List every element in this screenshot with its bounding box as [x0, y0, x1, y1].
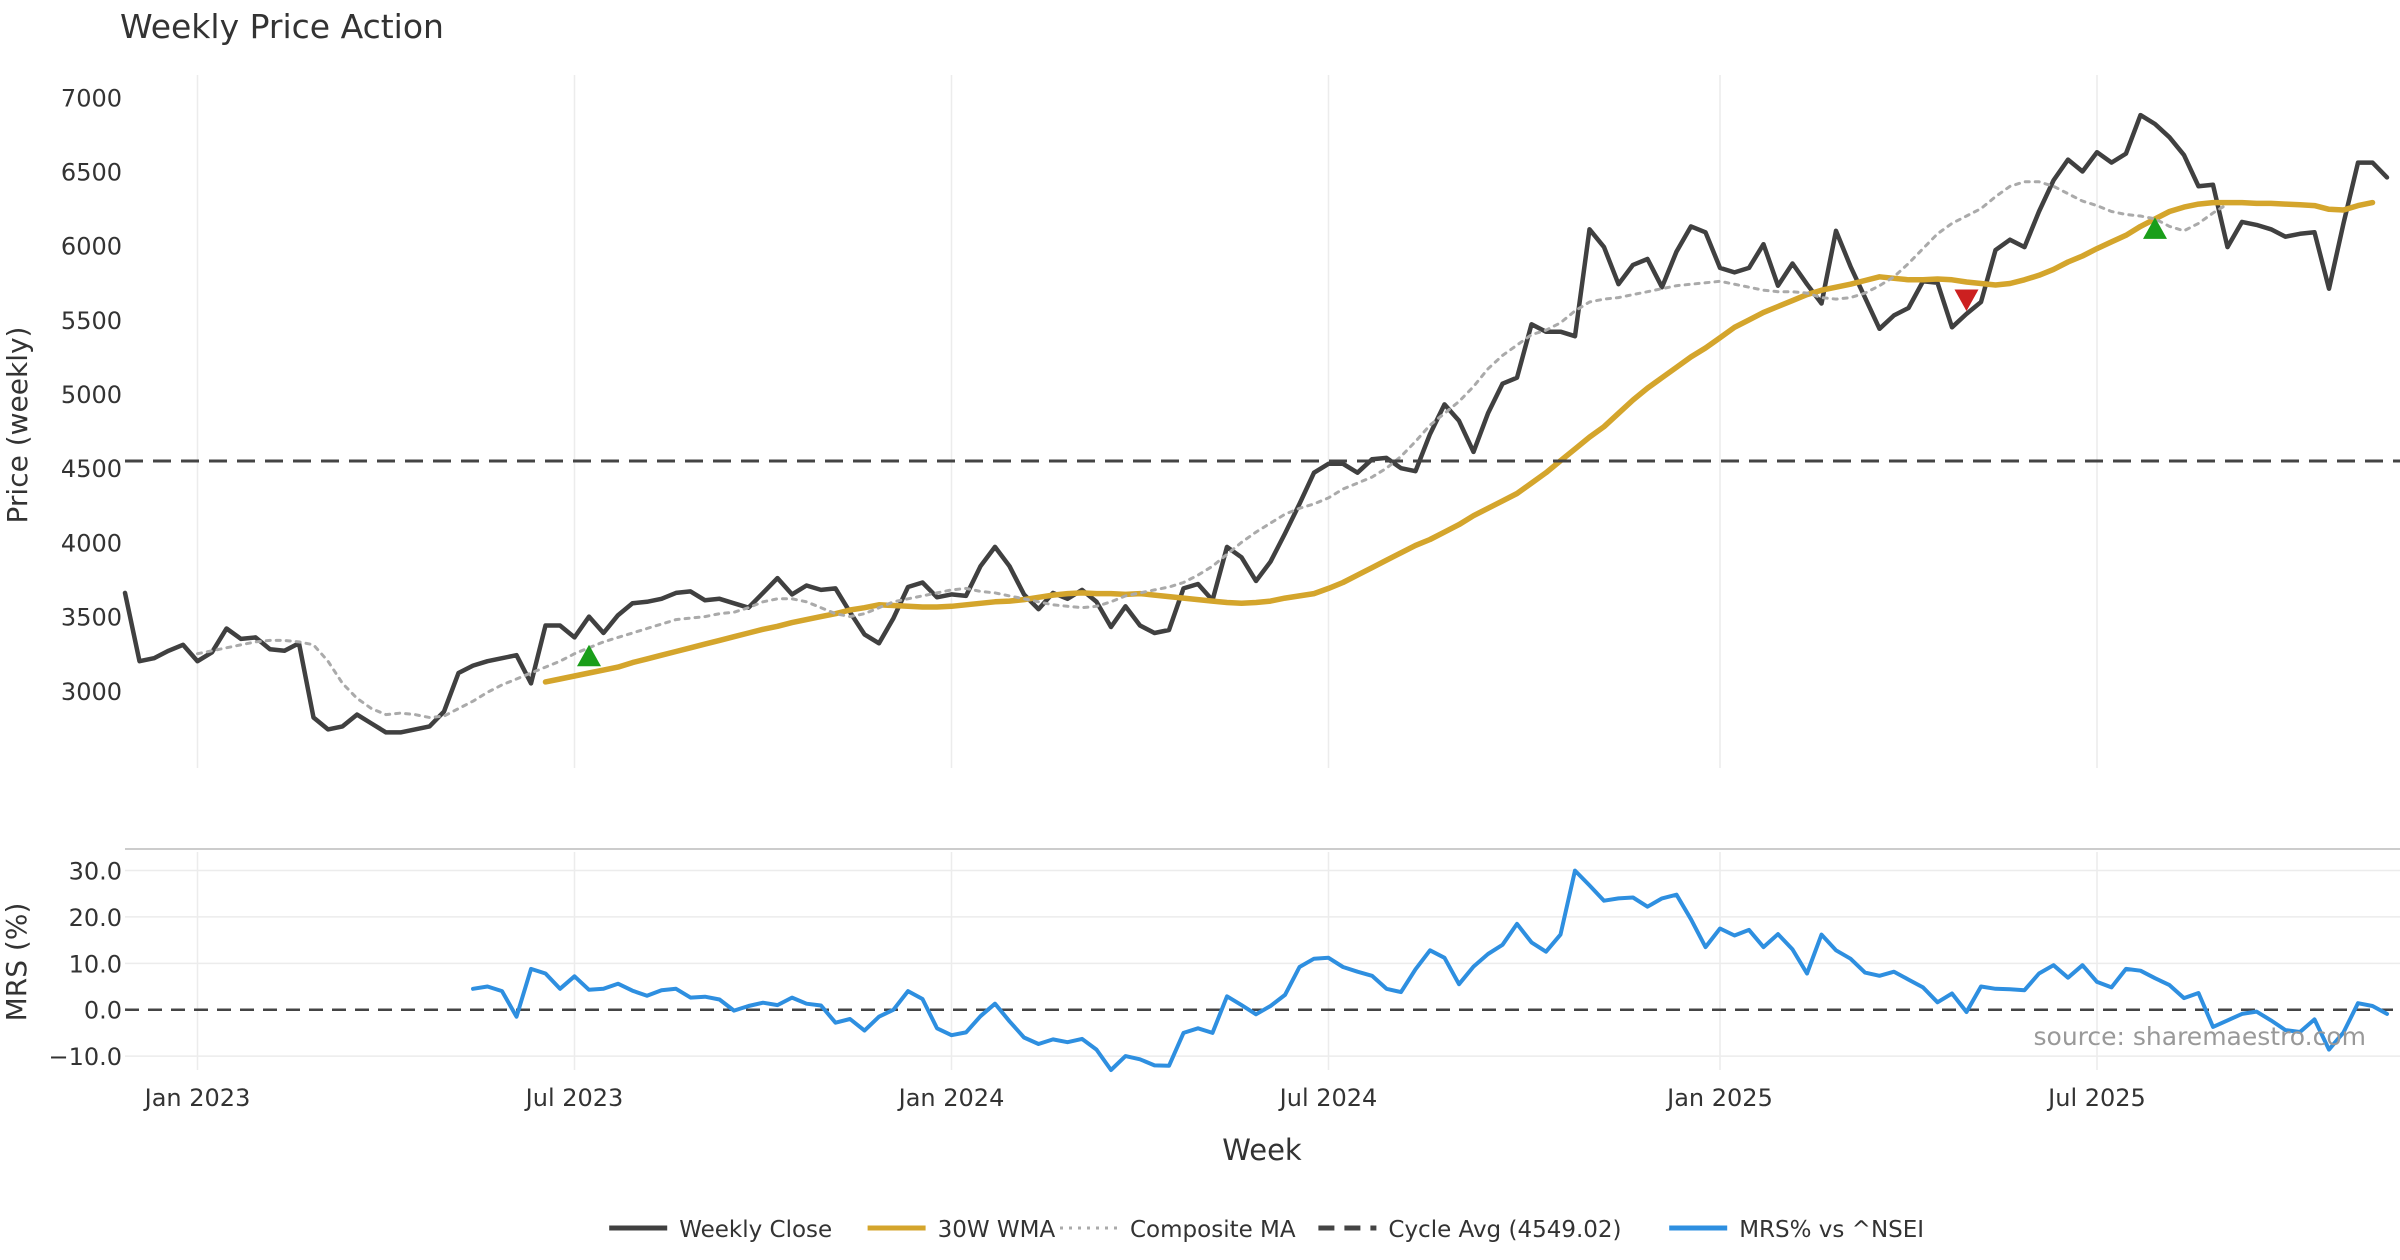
x-ticks: Jan 2023 Jul 2023 Jan 2024 Jul 2024 Jan 2025…	[143, 1084, 2146, 1112]
price-y-ticks: 3000 3500 4000 4500 5000 5500 6000 6500 7000	[61, 84, 122, 706]
source-annotation: source: sharemaestro.com	[2034, 1022, 2367, 1051]
chart-title: Weekly Price Action	[120, 7, 444, 46]
mrs-y-tick-label: 0.0	[84, 997, 122, 1025]
mrs-y-tick-label: −10.0	[48, 1043, 122, 1071]
x-tick-label: Jan 2023	[143, 1084, 251, 1112]
legend-item: 30W WMA	[867, 1217, 1056, 1243]
legend-item: Composite MA	[1060, 1217, 1296, 1243]
mrs-y-ticks: 30.0 20.0 10.0 0.0 −10.0	[48, 858, 122, 1072]
price-panel: 3000 3500 4000 4500 5000 5500 6000 6500 7000 Wee…	[1, 7, 2400, 768]
mrs-grid	[125, 852, 2400, 1070]
x-tick-label: Jul 2025	[2046, 1084, 2146, 1112]
legend-item: Cycle Avg (4549.02)	[1318, 1217, 1622, 1243]
price-y-tick-label: 7000	[61, 84, 122, 112]
price-y-tick-label: 4500	[61, 455, 122, 483]
mrs-y-axis-label: MRS (%)	[0, 903, 33, 1022]
price-y-axis-label: Price (weekly)	[1, 327, 34, 524]
sell-signal-marker	[1954, 289, 1979, 312]
x-tick-label: Jan 2025	[1665, 1084, 1773, 1112]
legend-label: Composite MA	[1130, 1217, 1296, 1243]
price-y-tick-label: 3000	[61, 678, 122, 706]
price-y-tick-label: 6000	[61, 233, 122, 261]
x-tick-label: Jan 2024	[897, 1084, 1005, 1112]
mrs-y-tick-label: 10.0	[69, 950, 122, 978]
legend-label: 30W WMA	[938, 1217, 1056, 1243]
legend-label: Weekly Close	[679, 1217, 832, 1243]
mrs-panel: 30.020.010.00.0−10.0 Jan 2023 Jul 2023 Jan…	[0, 848, 2400, 1167]
price-y-tick-label: 5000	[61, 381, 122, 409]
series-30w-wma	[542, 199, 2376, 685]
x-axis-label: Week	[1222, 1133, 1302, 1167]
series-composite-ma	[196, 180, 2229, 719]
legend-item: MRS% vs ^NSEI	[1669, 1217, 1924, 1243]
buy-signal-marker	[2143, 217, 2167, 239]
legend-label: MRS% vs ^NSEI	[1739, 1217, 1924, 1243]
price-y-tick-label: 4000	[61, 529, 122, 557]
legend-label: Cycle Avg (4549.02)	[1388, 1217, 1621, 1243]
mrs-y-tick-label: 30.0	[69, 858, 122, 886]
price-lines	[122, 112, 2400, 735]
x-tick-label: Jul 2024	[1278, 1084, 1378, 1112]
signal-markers	[577, 217, 2167, 667]
price-y-tick-label: 6500	[61, 158, 122, 186]
price-y-tick-label: 3500	[61, 604, 122, 632]
mrs-y-tick-label: 20.0	[69, 904, 122, 932]
price-y-tick-label: 5500	[61, 307, 122, 335]
legend: Weekly Close 30W WMA Composite MA Cycle Avg…	[609, 1217, 1924, 1243]
series-weekly-close	[122, 112, 2390, 735]
mrs-lines	[125, 868, 2400, 1072]
buy-signal-marker	[577, 644, 601, 667]
x-tick-label: Jul 2023	[524, 1084, 624, 1112]
series-mrs-vs-nsei	[471, 868, 2389, 1072]
legend-item: Weekly Close	[609, 1217, 832, 1243]
